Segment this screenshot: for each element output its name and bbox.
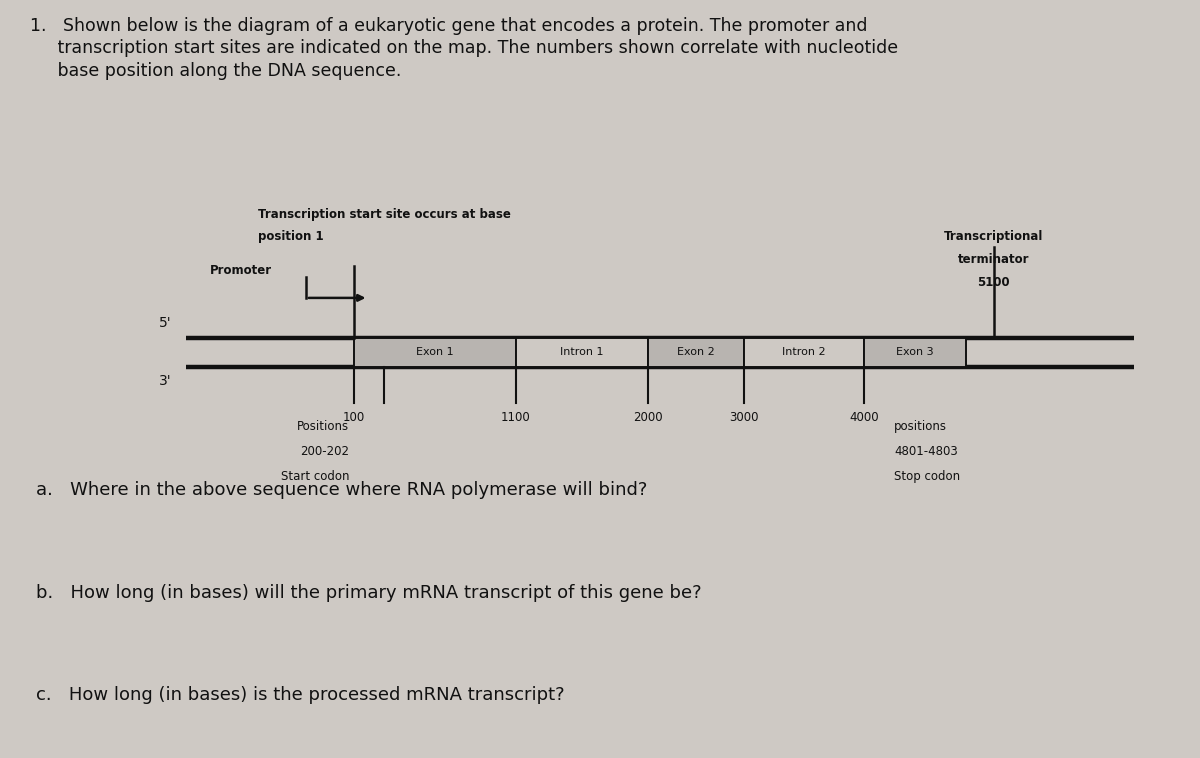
Text: 2000: 2000 <box>634 411 662 424</box>
Text: Intron 1: Intron 1 <box>560 347 604 358</box>
Text: Transcription start site occurs at base: Transcription start site occurs at base <box>258 208 511 221</box>
Text: transcription start sites are indicated on the map. The numbers shown correlate : transcription start sites are indicated … <box>30 39 898 58</box>
Text: Exon 3: Exon 3 <box>896 347 934 358</box>
Text: terminator: terminator <box>958 253 1030 266</box>
Text: 200-202: 200-202 <box>300 445 349 458</box>
Text: Exon 2: Exon 2 <box>677 347 715 358</box>
Text: Positions: Positions <box>298 420 349 433</box>
Text: c.   How long (in bases) is the processed mRNA transcript?: c. How long (in bases) is the processed … <box>36 686 565 704</box>
Text: 3': 3' <box>158 374 172 388</box>
Bar <box>354 338 516 367</box>
Text: positions: positions <box>894 420 947 433</box>
Text: Start codon: Start codon <box>281 470 349 483</box>
Text: 100: 100 <box>343 411 365 424</box>
Bar <box>516 338 648 367</box>
Text: 5': 5' <box>158 317 172 330</box>
Text: 5100: 5100 <box>977 276 1010 289</box>
Text: base position along the DNA sequence.: base position along the DNA sequence. <box>30 62 401 80</box>
Text: Transcriptional: Transcriptional <box>944 230 1043 243</box>
Text: 3000: 3000 <box>730 411 758 424</box>
Bar <box>744 338 864 367</box>
Text: b.   How long (in bases) will the primary mRNA transcript of this gene be?: b. How long (in bases) will the primary … <box>36 584 702 602</box>
Text: 4801-4803: 4801-4803 <box>894 445 958 458</box>
Text: 1100: 1100 <box>502 411 530 424</box>
Text: Exon 1: Exon 1 <box>416 347 454 358</box>
Bar <box>648 338 744 367</box>
Text: Intron 2: Intron 2 <box>782 347 826 358</box>
Text: position 1: position 1 <box>258 230 324 243</box>
Text: Stop codon: Stop codon <box>894 470 960 483</box>
Bar <box>864 338 966 367</box>
Text: Promoter: Promoter <box>210 265 272 277</box>
Text: a.   Where in the above sequence where RNA polymerase will bind?: a. Where in the above sequence where RNA… <box>36 481 647 500</box>
Text: 1.   Shown below is the diagram of a eukaryotic gene that encodes a protein. The: 1. Shown below is the diagram of a eukar… <box>30 17 868 35</box>
Text: 4000: 4000 <box>850 411 878 424</box>
